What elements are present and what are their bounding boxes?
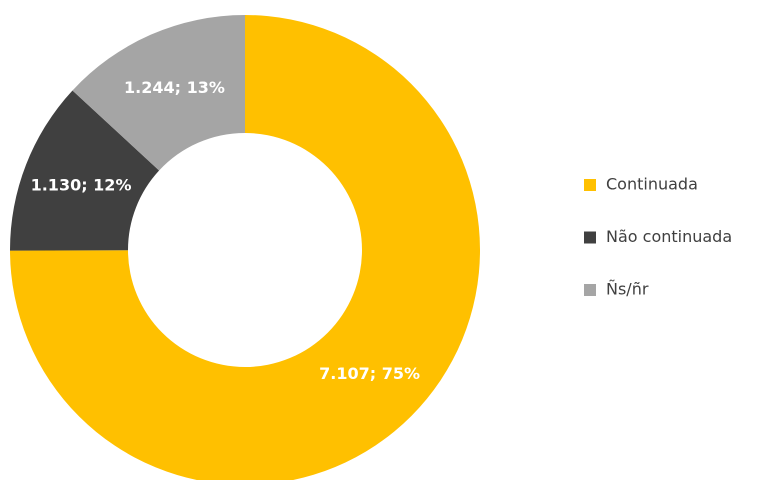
donut-segment	[10, 90, 160, 251]
data-label: 7.107; 75%	[319, 364, 420, 383]
legend-swatch	[584, 231, 596, 244]
legend-label: Continuada	[606, 175, 698, 194]
legend-swatch	[584, 179, 596, 191]
legend-label: Não continuada	[606, 227, 732, 246]
data-label: 1.130; 12%	[31, 176, 132, 195]
donut-segment	[72, 15, 245, 171]
legend-swatch	[584, 284, 596, 296]
legend-label: Ñs/ñr	[606, 280, 649, 299]
donut-segment	[10, 15, 480, 480]
data-label: 1.244; 13%	[124, 78, 225, 97]
